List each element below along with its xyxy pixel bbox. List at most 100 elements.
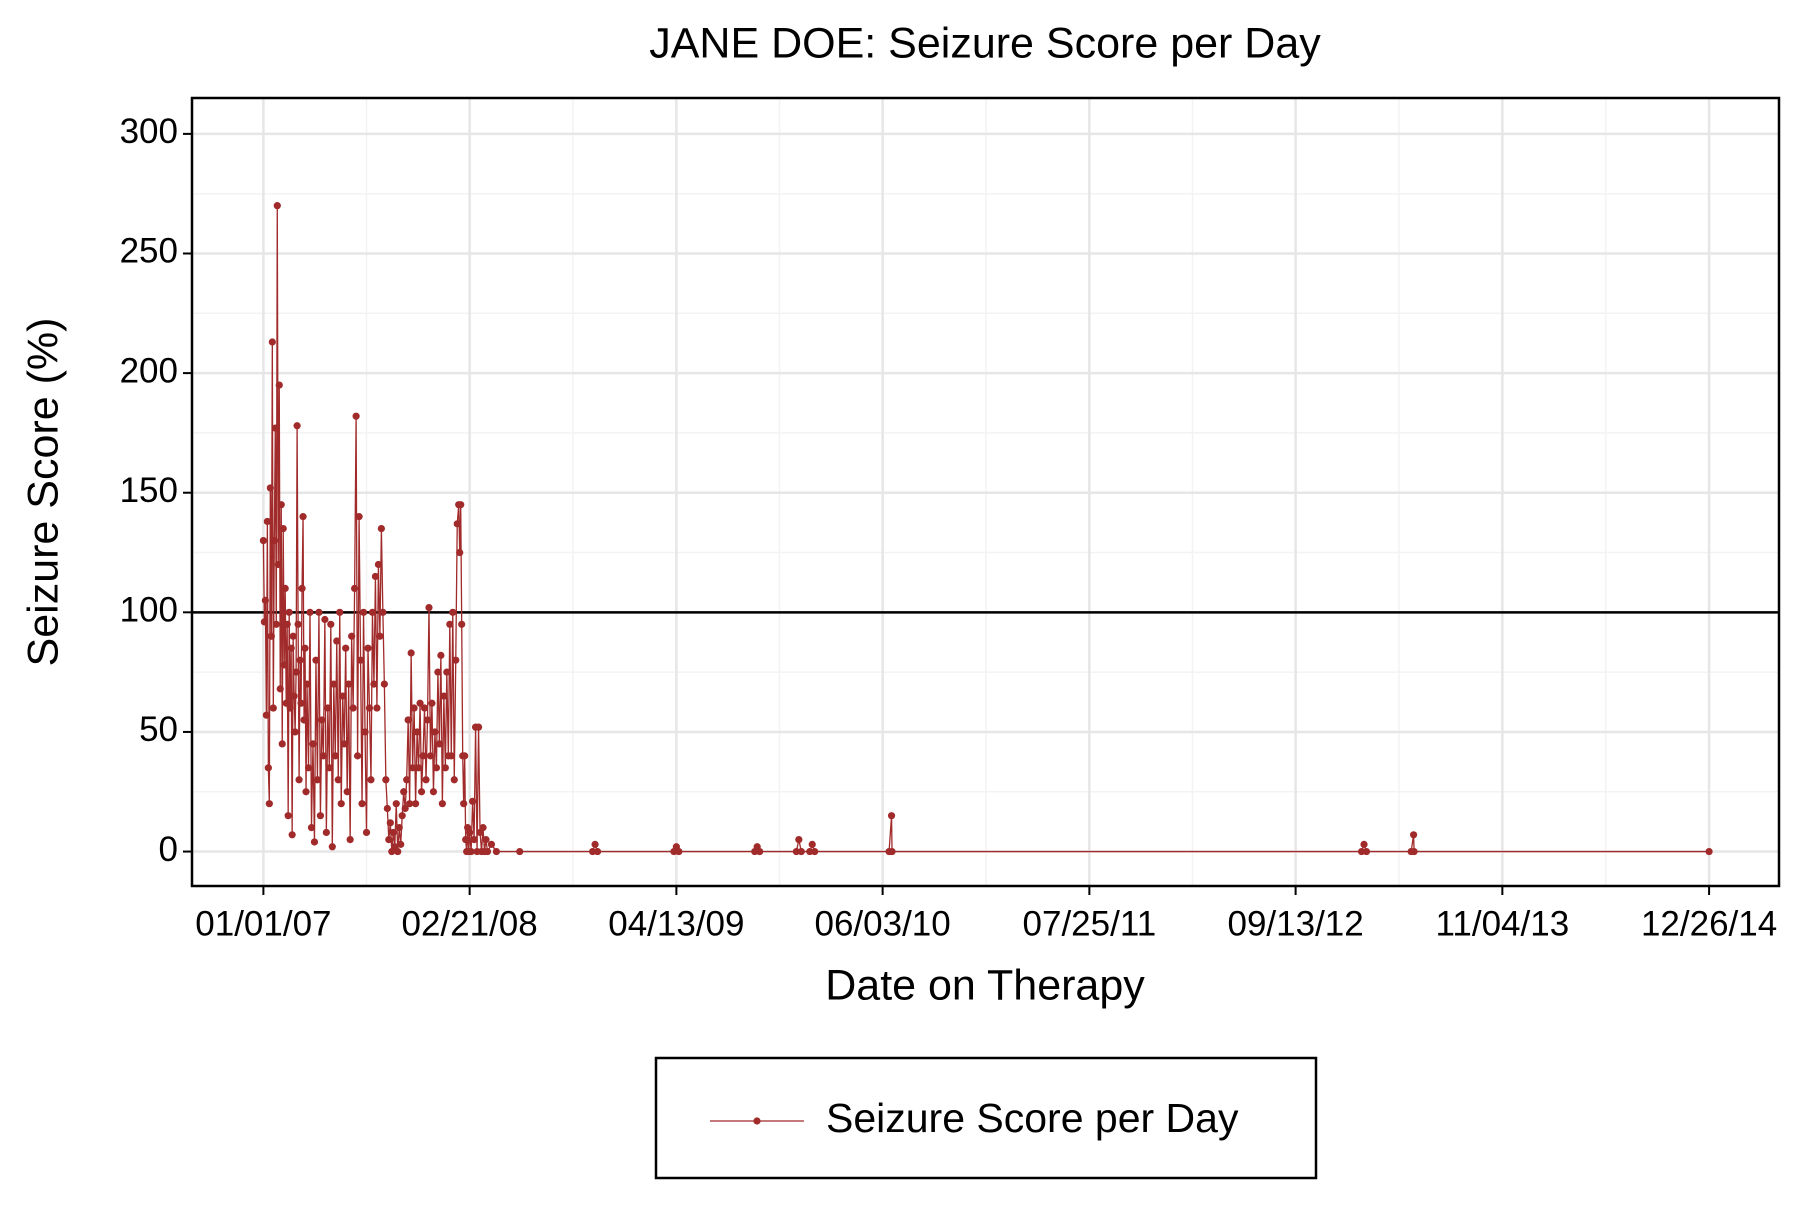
data-point xyxy=(401,804,409,813)
y-tick-label: 50 xyxy=(139,710,178,749)
data-point xyxy=(593,847,602,856)
data-point xyxy=(1357,847,1366,856)
data-point xyxy=(292,668,300,676)
data-point xyxy=(795,835,803,844)
data-point xyxy=(268,338,276,346)
data-point xyxy=(277,501,285,509)
data-point xyxy=(324,704,332,712)
data-point xyxy=(276,685,284,693)
data-point xyxy=(462,835,470,844)
data-point xyxy=(452,656,460,664)
data-point xyxy=(273,202,281,210)
data-point xyxy=(280,661,288,669)
data-point xyxy=(467,847,475,856)
plot-border xyxy=(190,96,1781,888)
data-point xyxy=(479,824,487,832)
data-point xyxy=(340,740,348,748)
data-point xyxy=(429,788,438,796)
y-tick-label: 100 xyxy=(120,591,178,630)
data-point xyxy=(331,752,339,760)
data-point xyxy=(440,692,448,700)
data-point xyxy=(299,513,307,521)
data-point xyxy=(370,680,378,688)
data-point xyxy=(330,680,338,688)
data-point xyxy=(287,644,295,652)
data-point xyxy=(260,618,268,626)
data-point xyxy=(426,752,435,760)
chart-title: JANE DOE: Seizure Score per Day xyxy=(649,19,1321,67)
data-point xyxy=(356,656,365,664)
data-point xyxy=(346,835,354,844)
data-point xyxy=(364,644,372,652)
data-point xyxy=(352,412,360,420)
data-point xyxy=(389,828,397,837)
y-tick-label: 200 xyxy=(120,351,178,390)
data-point xyxy=(301,644,309,652)
data-point xyxy=(359,608,368,616)
data-point xyxy=(294,620,302,628)
data-point xyxy=(271,424,279,432)
data-point xyxy=(259,536,267,545)
data-point xyxy=(309,740,317,748)
data-point xyxy=(447,752,455,760)
data-point xyxy=(281,584,289,593)
x-tick-label: 07/25/11 xyxy=(1023,904,1157,943)
data-point xyxy=(482,835,490,844)
data-point xyxy=(286,704,294,712)
data-point xyxy=(342,644,350,652)
data-point xyxy=(319,752,327,760)
data-point xyxy=(410,704,418,712)
data-point xyxy=(298,584,306,593)
data-point xyxy=(270,536,278,545)
data-point xyxy=(337,800,345,808)
data-point xyxy=(362,828,371,837)
data-point xyxy=(284,812,292,820)
data-point xyxy=(325,764,333,772)
data-point xyxy=(353,752,362,760)
data-point xyxy=(450,776,458,784)
data-point xyxy=(328,843,336,851)
data-point xyxy=(348,632,356,640)
data-point xyxy=(419,752,427,760)
data-point xyxy=(422,776,430,784)
data-point xyxy=(397,840,405,848)
data-point xyxy=(492,847,501,856)
data-point xyxy=(278,740,286,748)
data-point xyxy=(297,699,305,707)
data-point xyxy=(266,484,274,492)
x-tick-label: 04/13/09 xyxy=(608,904,744,943)
data-point xyxy=(339,692,347,700)
data-point xyxy=(428,699,436,707)
data-point xyxy=(466,828,474,837)
data-point xyxy=(395,824,403,832)
data-point xyxy=(304,764,313,772)
legend-box xyxy=(654,1056,1318,1180)
data-point xyxy=(361,728,369,736)
data-point xyxy=(285,608,293,616)
data-point xyxy=(469,797,477,805)
data-point xyxy=(380,680,388,688)
data-point xyxy=(316,812,325,820)
y-axis-title: Seizure Score (%) xyxy=(19,318,67,667)
data-point xyxy=(456,548,464,557)
data-point xyxy=(377,525,385,533)
data-point xyxy=(792,847,800,856)
data-point xyxy=(417,788,426,796)
data-point xyxy=(376,632,384,640)
x-tick-label: 01/01/07 xyxy=(195,904,331,943)
data-point xyxy=(1410,847,1418,856)
data-point xyxy=(406,800,414,808)
data-point xyxy=(334,776,342,784)
data-point xyxy=(283,620,291,628)
data-point xyxy=(403,776,411,784)
data-point xyxy=(269,704,277,712)
x-tick-label: 02/21/08 xyxy=(402,904,538,943)
data-point xyxy=(435,740,443,748)
data-point xyxy=(756,847,764,856)
data-point xyxy=(404,716,412,724)
data-point xyxy=(414,764,423,772)
data-point xyxy=(487,840,496,848)
data-point xyxy=(438,800,446,808)
x-tick-label: 12/26/14 xyxy=(1641,904,1777,943)
